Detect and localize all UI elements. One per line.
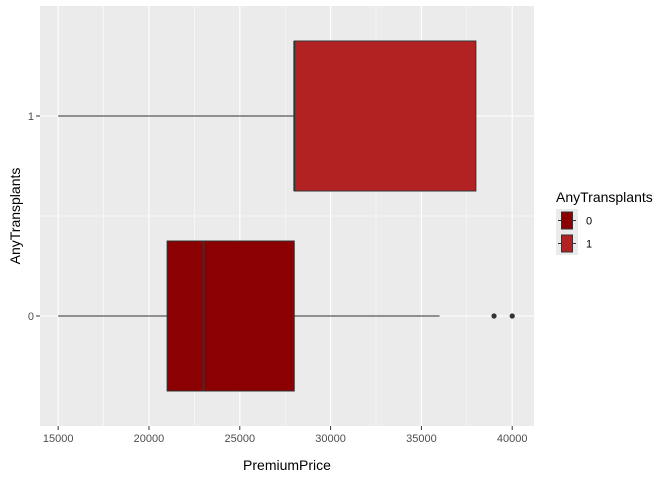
x-tick-label: 30000 bbox=[315, 433, 346, 445]
box-group-0 bbox=[58, 240, 515, 392]
legend-label: 1 bbox=[586, 239, 592, 251]
legend-item-0: 0 bbox=[556, 209, 592, 232]
x-axis-ticks: 15000 20000 25000 30000 35000 40000 bbox=[43, 426, 528, 445]
boxplots bbox=[58, 40, 515, 392]
y-tick-label: 0 bbox=[28, 311, 34, 323]
outlier-point bbox=[491, 313, 497, 319]
box bbox=[293, 40, 477, 192]
legend-key-box bbox=[561, 211, 573, 230]
legend-title: AnyTransplants bbox=[556, 189, 653, 205]
x-tick-label: 20000 bbox=[134, 433, 165, 445]
y-axis-title: AnyTransplants bbox=[7, 168, 23, 265]
y-axis-ticks: 01 bbox=[28, 111, 40, 323]
x-tick-label: 40000 bbox=[497, 433, 528, 445]
legend-key-box bbox=[561, 234, 573, 253]
legend-label: 0 bbox=[586, 216, 592, 228]
box bbox=[166, 240, 295, 392]
legend: AnyTransplants 01 bbox=[556, 189, 653, 255]
x-axis-title: PremiumPrice bbox=[243, 457, 331, 473]
legend-items: 01 bbox=[556, 209, 592, 255]
y-tick-label: 1 bbox=[28, 111, 34, 123]
x-tick-label: 35000 bbox=[406, 433, 437, 445]
outlier-point bbox=[509, 313, 515, 319]
legend-item-1: 1 bbox=[556, 232, 592, 255]
box-group-1 bbox=[58, 40, 477, 192]
x-tick-label: 25000 bbox=[224, 433, 255, 445]
x-tick-label: 15000 bbox=[43, 433, 74, 445]
